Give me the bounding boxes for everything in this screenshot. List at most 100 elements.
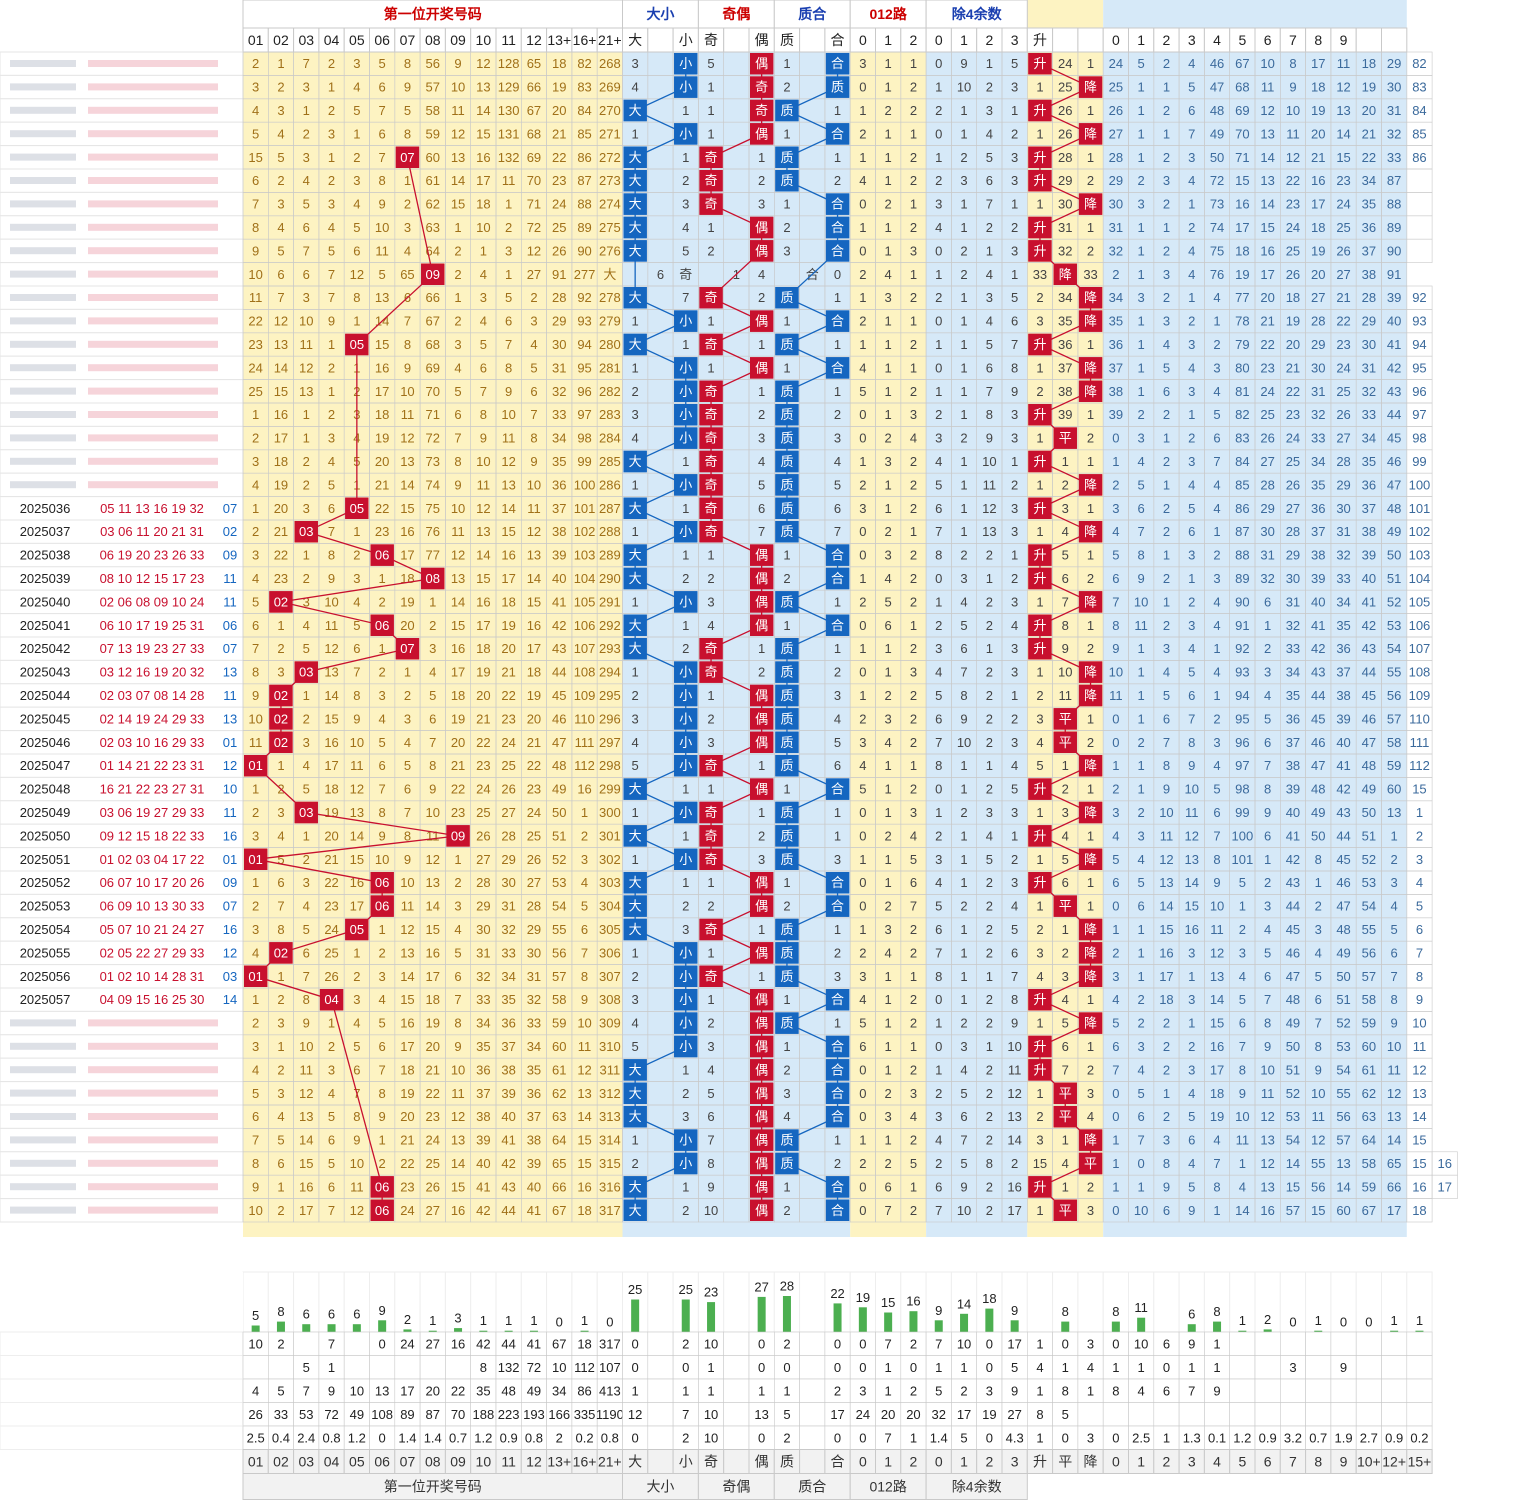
miss-value: 36	[501, 1016, 515, 1031]
miss-value: 1	[885, 641, 892, 656]
miss-value: 37	[1286, 735, 1300, 750]
miss-value: 4	[1163, 337, 1170, 352]
miss-value: 2	[632, 1156, 639, 1171]
miss-value: 2	[1163, 56, 1170, 71]
miss-value: 24	[248, 360, 262, 375]
miss-value: 3	[910, 805, 917, 820]
miss-value: 13	[299, 1109, 313, 1124]
miss-value: 3	[960, 173, 967, 188]
miss-value: 1	[707, 360, 714, 375]
issue-number: 2025043	[20, 665, 71, 680]
miss-value: 4	[1163, 665, 1170, 680]
blue-ball: 07	[223, 641, 237, 656]
blurred-balls	[88, 411, 218, 418]
miss-value: 2	[1188, 594, 1195, 609]
miss-value: 1	[277, 1179, 284, 1194]
miss-value: 1	[505, 267, 512, 282]
miss-value: 307	[599, 969, 621, 984]
miss-value: 5	[328, 1156, 335, 1171]
miss-value: 1	[1264, 852, 1271, 867]
miss-value: 1	[885, 758, 892, 773]
grid-cell	[1406, 168, 1433, 193]
miss-value: 69	[1235, 103, 1249, 118]
blurred-balls	[88, 177, 218, 184]
miss-value: 52	[1362, 852, 1376, 867]
miss-value: 14	[426, 899, 440, 914]
miss-value: 2	[1163, 103, 1170, 118]
miss-value: 5	[1213, 407, 1220, 422]
miss-value: 90	[1387, 243, 1401, 258]
miss-value: 3	[758, 852, 765, 867]
issue-number: 2025056	[20, 969, 71, 984]
miss-value: 7	[707, 1133, 714, 1148]
miss-value: 5	[277, 150, 284, 165]
miss-value: 19	[476, 665, 490, 680]
miss-value: 2	[1391, 852, 1398, 867]
miss-value: 44	[1336, 828, 1350, 843]
miss-value: 9	[1138, 571, 1145, 586]
miss-value: 1	[682, 1062, 689, 1077]
miss-value: 100	[574, 477, 596, 492]
miss-value: 35	[476, 1039, 490, 1054]
miss-value: 4	[1188, 243, 1195, 258]
red-balls: 05 07 10 21 24 27	[100, 922, 205, 937]
miss-value: 5	[910, 852, 917, 867]
miss-value: 72	[1210, 173, 1224, 188]
miss-value: 5	[1163, 688, 1170, 703]
miss-value: 0	[1112, 431, 1119, 446]
miss-value: 6	[960, 641, 967, 656]
blurred-balls	[88, 60, 218, 67]
miss-value: 56	[1311, 1179, 1325, 1194]
miss-value: 1	[404, 665, 411, 680]
miss-value: 1	[707, 688, 714, 703]
zone-background	[243, 0, 623, 1272]
miss-value: 14	[451, 1156, 465, 1171]
miss-value: 23	[1336, 173, 1350, 188]
miss-value: 86	[1235, 501, 1249, 516]
miss-value: 82	[1412, 56, 1426, 71]
miss-value: 1	[986, 56, 993, 71]
miss-value: 0	[1138, 1156, 1145, 1171]
miss-value: 0	[935, 782, 942, 797]
miss-value: 87	[577, 173, 591, 188]
miss-value: 1	[885, 243, 892, 258]
miss-value: 12	[1286, 150, 1300, 165]
miss-value: 2	[454, 875, 461, 890]
col-header: 06	[374, 32, 390, 48]
miss-value: 13	[451, 150, 465, 165]
miss-value: 5	[1138, 875, 1145, 890]
miss-value: 21	[1311, 150, 1325, 165]
miss-value: 8	[353, 688, 360, 703]
miss-value: 3	[1213, 735, 1220, 750]
blurred-issue	[10, 340, 76, 348]
miss-value: 2	[581, 828, 588, 843]
miss-value: 2	[960, 805, 967, 820]
miss-value: 3	[834, 969, 841, 984]
miss-value: 3	[885, 290, 892, 305]
miss-value: 6	[1239, 1016, 1246, 1031]
miss-value: 3	[1036, 945, 1043, 960]
miss-value: 1	[1036, 805, 1043, 820]
blurred-issue	[10, 1159, 76, 1167]
blurred-issue	[10, 317, 76, 325]
miss-value: 286	[599, 477, 621, 492]
blurred-issue	[10, 1206, 76, 1214]
miss-value: 45	[1362, 688, 1376, 703]
miss-value: 4	[252, 1062, 259, 1077]
miss-value: 2	[277, 1203, 284, 1218]
miss-value: 270	[599, 103, 621, 118]
miss-value: 7	[1062, 594, 1069, 609]
miss-value: 1	[1163, 477, 1170, 492]
miss-value: 6	[1391, 945, 1398, 960]
miss-value: 97	[577, 407, 591, 422]
red-balls: 03 06 19 27 29 33	[100, 805, 205, 820]
miss-value: 55	[552, 922, 566, 937]
miss-value: 18	[501, 594, 515, 609]
miss-value: 10	[1210, 899, 1224, 914]
miss-value: 2	[1213, 337, 1220, 352]
miss-value: 3	[252, 80, 259, 95]
miss-value: 52	[1387, 594, 1401, 609]
miss-value: 32	[552, 384, 566, 399]
miss-value: 29	[1387, 56, 1401, 71]
miss-value: 67	[426, 314, 440, 329]
